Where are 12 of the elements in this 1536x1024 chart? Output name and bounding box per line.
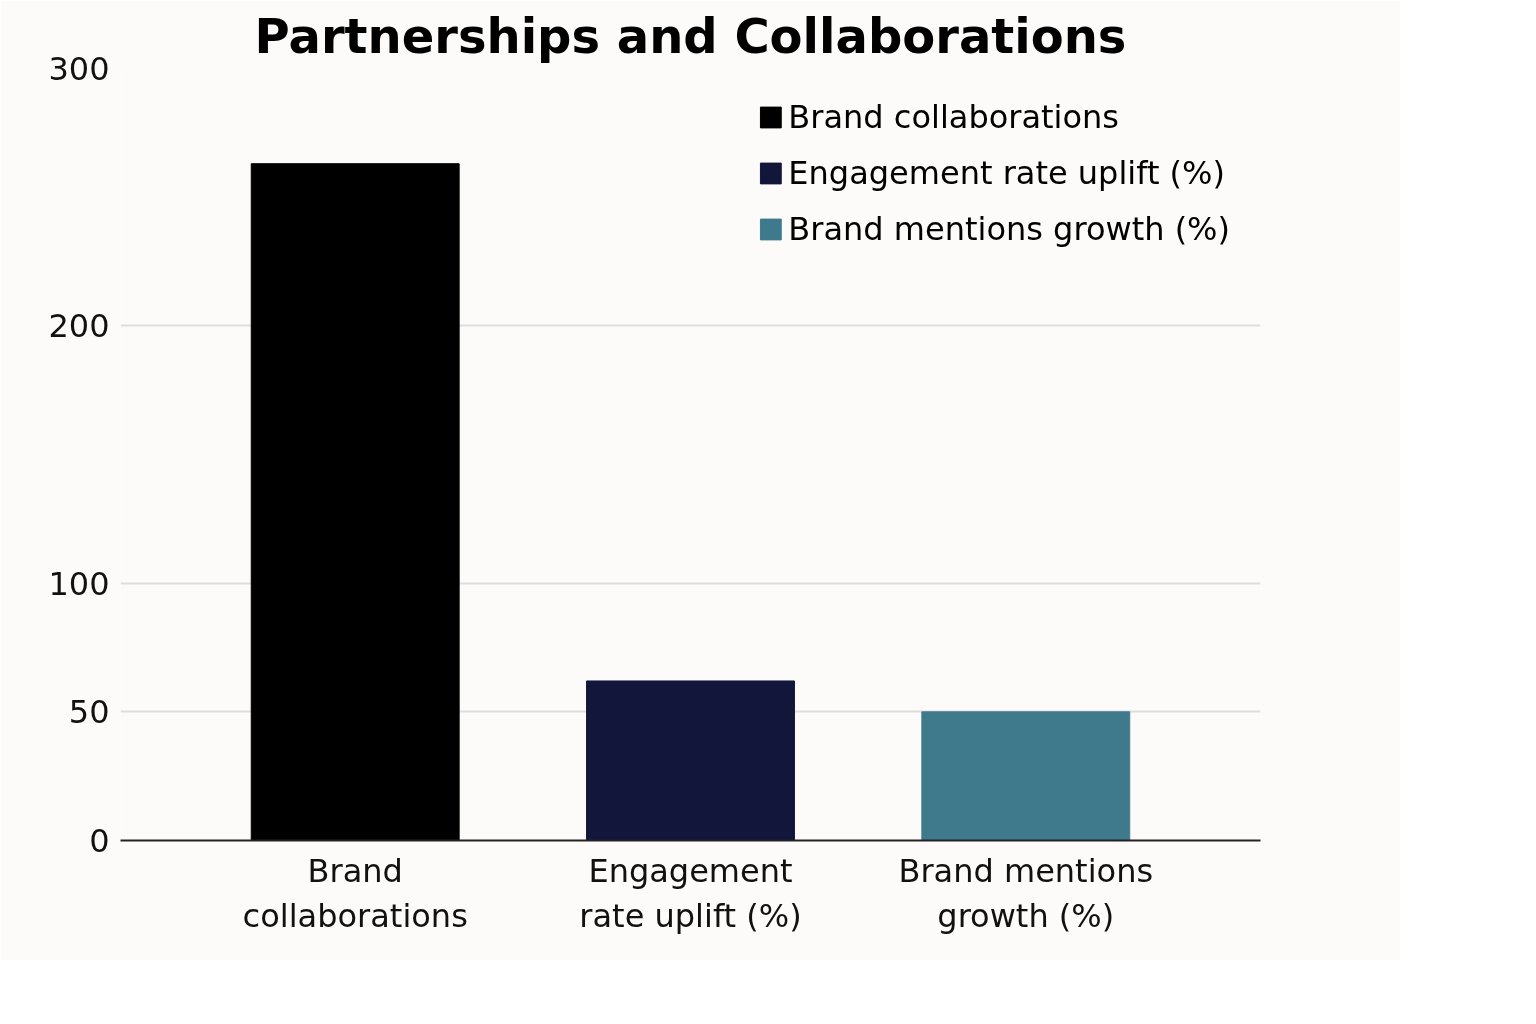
legend-label: Brand mentions growth (%) — [788, 210, 1230, 248]
y-tick-label: 50 — [68, 693, 110, 732]
y-tick-label: 300 — [48, 50, 110, 88]
legend-label: Engagement rate uplift (%) — [788, 154, 1225, 192]
y-tick-label: 200 — [48, 307, 110, 346]
legend-label: Brand collaborations — [788, 98, 1120, 136]
y-tick-label: 0 — [89, 822, 110, 860]
x-tick-label: Brand collaborations — [242, 851, 468, 936]
x-tick-label: Engagement rate uplift (%) — [579, 851, 802, 936]
chart-title: Partnerships and Collaborations — [254, 7, 1127, 64]
x-tick-label: Brand mentions growth (%) — [898, 851, 1154, 936]
y-tick-label: 100 — [48, 564, 110, 603]
